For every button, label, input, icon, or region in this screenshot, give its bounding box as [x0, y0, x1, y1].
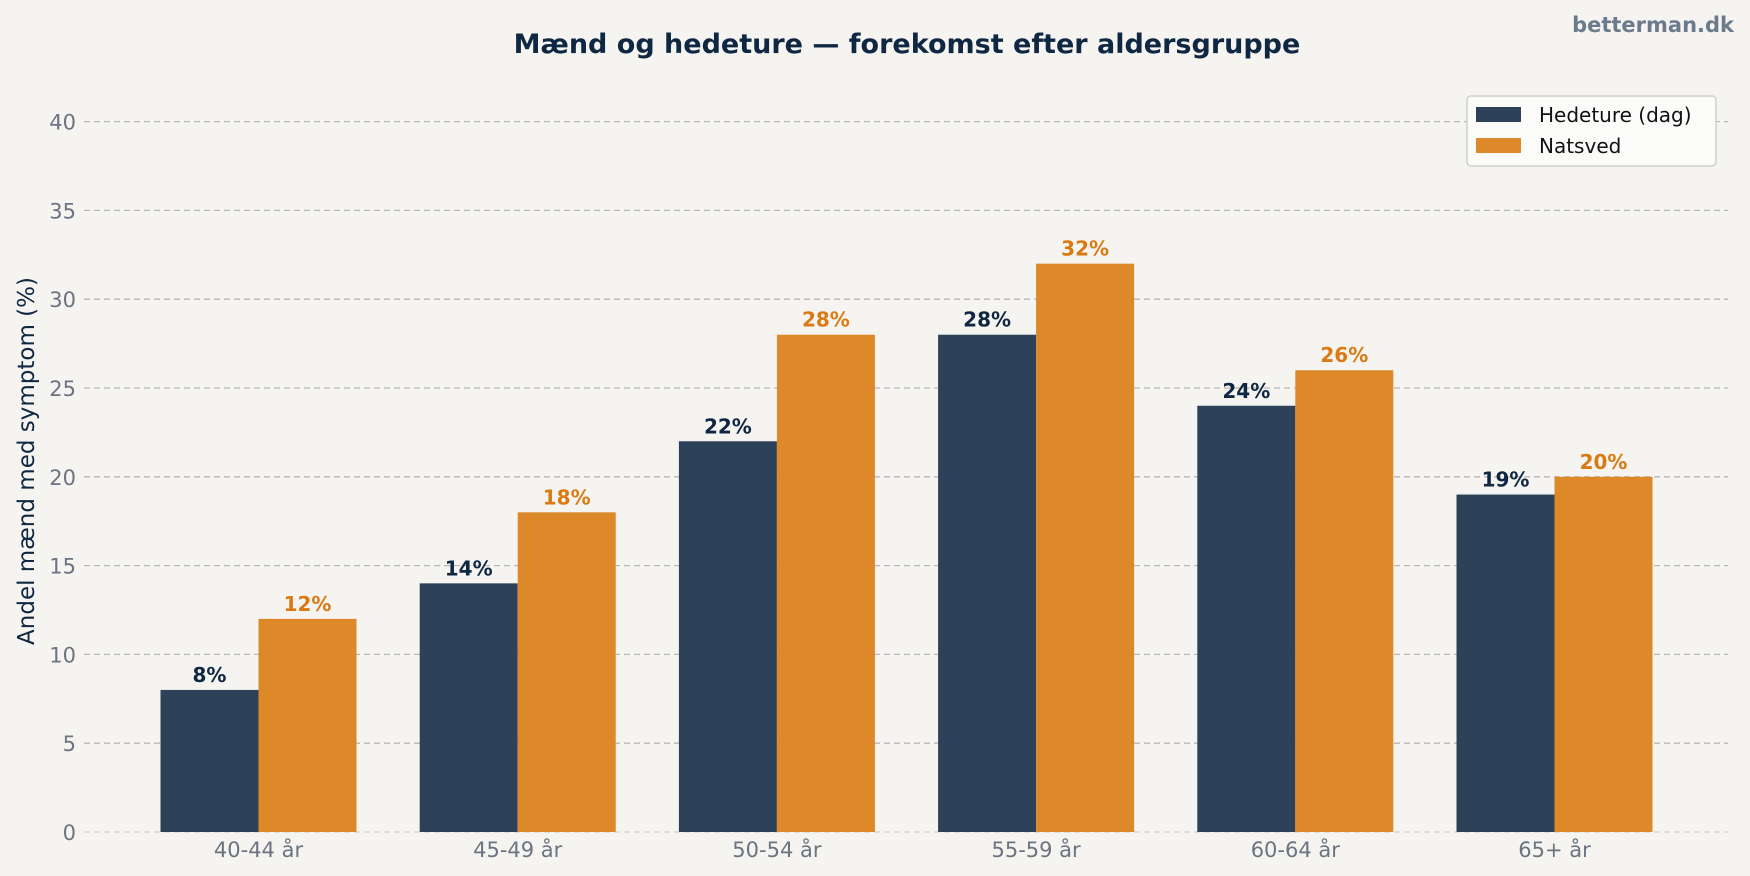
legend-box	[1466, 95, 1717, 167]
y-tick-label-0: 0	[63, 821, 76, 845]
value-label-hedeture-1: 14%	[445, 556, 493, 580]
bar-hedeture-0	[160, 689, 259, 832]
y-tick-label-5: 25	[49, 377, 76, 401]
legend-swatch-hedeture	[1476, 107, 1521, 122]
legend-label-natsved: Natsved	[1539, 134, 1621, 158]
bar-hedeture-1	[419, 583, 518, 832]
bar-natsved-0	[258, 618, 357, 832]
value-label-hedeture-2: 22%	[704, 414, 752, 438]
y-tick-label-3: 15	[49, 555, 76, 579]
y-tick-label-8: 40	[49, 111, 76, 135]
value-label-hedeture-4: 24%	[1222, 379, 1270, 403]
x-tick-label-0: 40-44 år	[214, 837, 304, 862]
y-tick-label-1: 5	[63, 732, 76, 756]
x-tick-label-2: 50-54 år	[732, 837, 822, 862]
bars	[160, 263, 1653, 832]
y-ticks: 0 5 10 15 20 25 30 35 40	[49, 111, 76, 845]
value-label-hedeture-3: 28%	[963, 308, 1011, 332]
value-label-natsved-3: 32%	[1061, 237, 1109, 261]
bar-natsved-1	[517, 512, 616, 832]
value-label-natsved-5: 20%	[1580, 450, 1628, 474]
y-tick-label-7: 35	[49, 199, 76, 223]
x-tick-label-4: 60-64 år	[1251, 837, 1341, 862]
legend: Hedeture (dag) Natsved	[1466, 95, 1717, 167]
legend-swatch-natsved	[1476, 138, 1521, 153]
value-label-natsved-0: 12%	[284, 592, 332, 616]
bar-hedeture-2	[678, 441, 777, 832]
x-ticks: 40-44 år 45-49 år 50-54 år 55-59 år 60-64 år…	[214, 837, 1591, 862]
chart-title: Mænd og hedeture — forekomst efter alder…	[514, 29, 1301, 60]
y-tick-label-4: 20	[49, 466, 76, 490]
value-label-natsved-1: 18%	[543, 485, 591, 509]
value-label-natsved-4: 26%	[1320, 343, 1368, 367]
bar-natsved-3	[1036, 263, 1135, 832]
bar-natsved-2	[776, 334, 875, 832]
grid-lines	[84, 120, 1728, 833]
x-tick-label-1: 45-49 år	[473, 837, 563, 862]
bar-natsved-4	[1295, 370, 1394, 832]
legend-label-hedeture: Hedeture (dag)	[1539, 103, 1692, 127]
y-tick-label-6: 30	[49, 288, 76, 312]
y-axis-label: Andel mænd med symptom (%)	[14, 277, 40, 645]
bar-hedeture-5	[1456, 494, 1555, 832]
value-label-hedeture-0: 8%	[193, 663, 227, 687]
value-labels: 8% 12% 14% 18% 22% 28% 28% 32% 24% 26% 19% 20%	[193, 237, 1628, 687]
x-tick-label-5: 65+ år	[1518, 837, 1591, 862]
y-tick-label-2: 10	[49, 643, 76, 667]
x-tick-label-3: 55-59 år	[991, 837, 1081, 862]
bar-hedeture-3	[938, 334, 1037, 832]
value-label-hedeture-5: 19%	[1482, 468, 1530, 492]
brand-label: betterman.dk	[1572, 13, 1735, 37]
value-label-natsved-2: 28%	[802, 308, 850, 332]
bar-natsved-5	[1554, 476, 1653, 832]
bar-hedeture-4	[1197, 405, 1296, 832]
